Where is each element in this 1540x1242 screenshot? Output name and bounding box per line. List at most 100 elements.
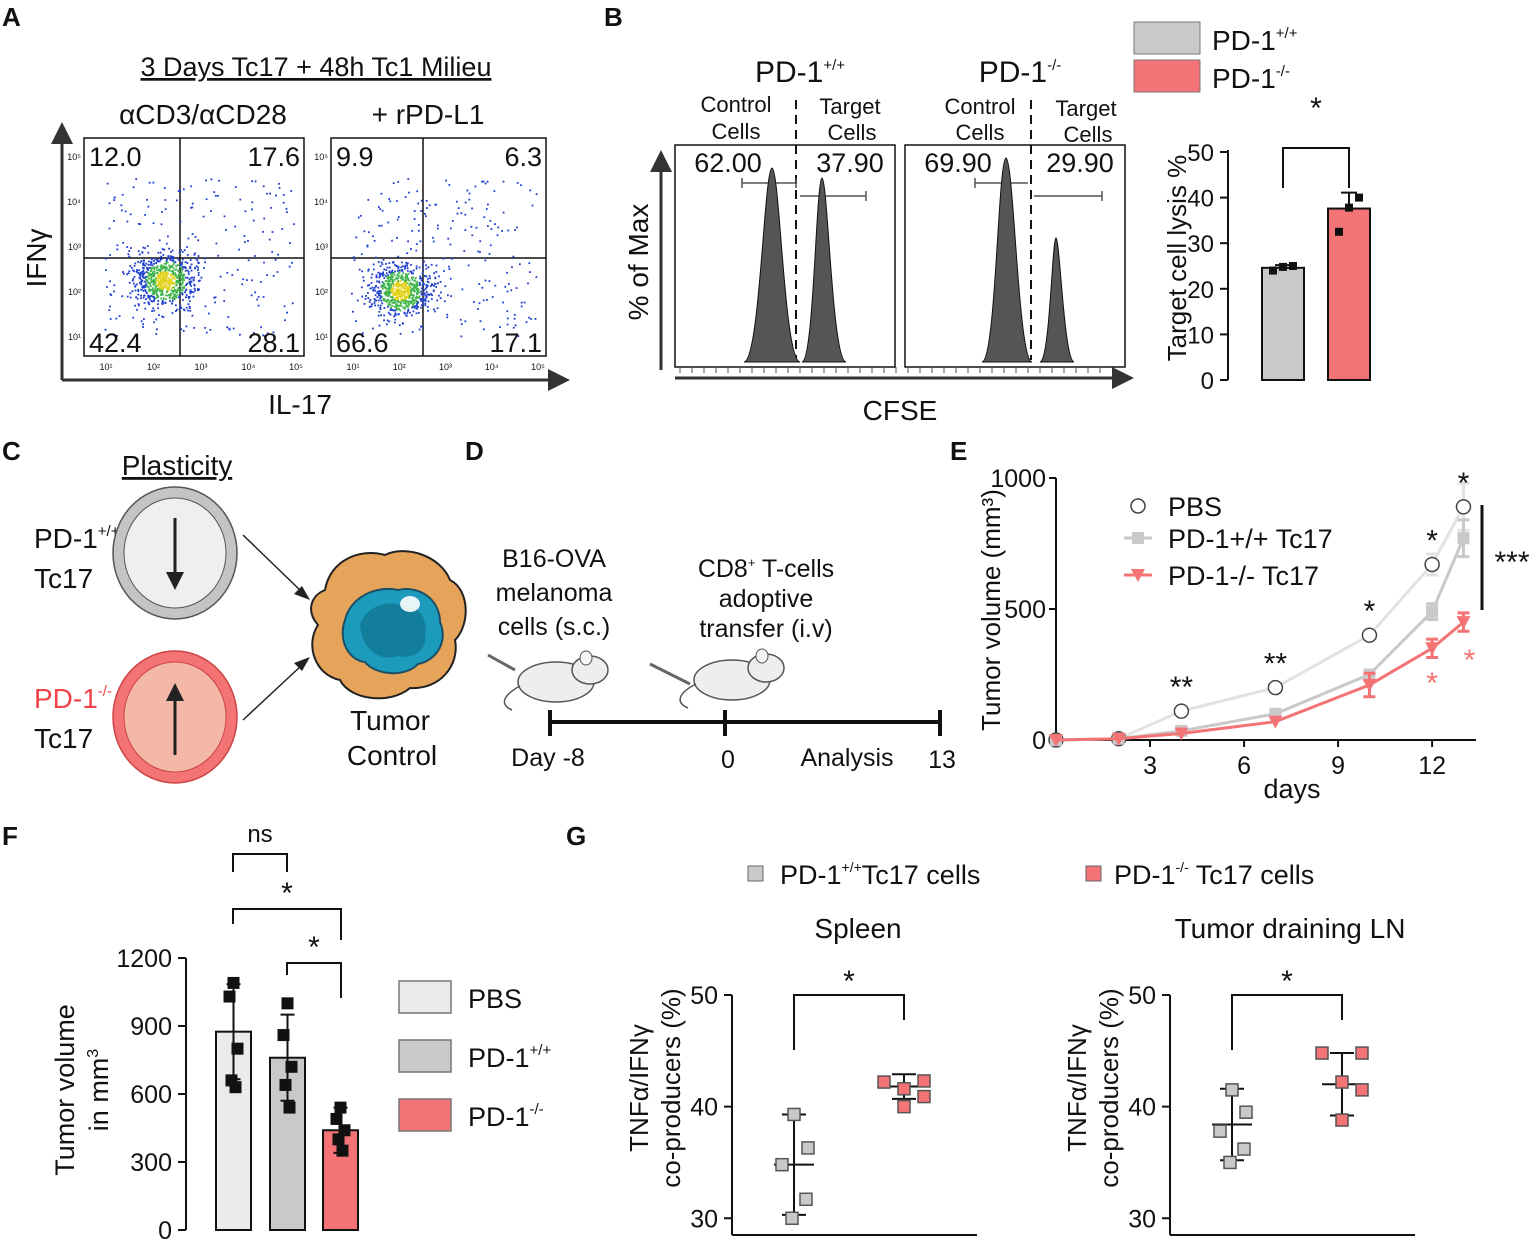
flow-event-dot [484, 279, 487, 282]
flow-event-dot [180, 278, 183, 280]
flow-event-dot [425, 291, 428, 293]
flow-event-dot [140, 271, 142, 274]
flow-event-dot [187, 271, 190, 273]
flow-event-dot [137, 288, 140, 291]
flow-event-dot [397, 298, 400, 300]
flow-x-tick-1-2: 10³ [439, 362, 452, 372]
flow-event-dot [435, 271, 438, 273]
plot2-q1: 9.9 [336, 142, 374, 172]
flow-event-dot [219, 275, 222, 278]
flow-event-dot [404, 267, 406, 270]
flow-event-dot [370, 276, 373, 279]
g-point [917, 1074, 931, 1088]
flow-event-dot [226, 271, 229, 274]
flow-event-dot [383, 307, 386, 309]
flow-event-dot [168, 267, 171, 269]
panel-b-letter: B [604, 2, 623, 32]
flow-event-dot [148, 181, 151, 184]
flow-event-dot [137, 303, 140, 305]
flow-event-dot [401, 278, 404, 281]
flow-event-dot [494, 284, 497, 287]
flow-event-dot [489, 244, 492, 247]
flow-event-dot [416, 285, 419, 287]
g-point [917, 1089, 931, 1104]
flow-event-dot [404, 298, 407, 301]
flow-event-dot [256, 298, 259, 301]
flow-event-dot [179, 264, 182, 266]
flow-event-dot [467, 264, 470, 267]
flow-event-dot [223, 289, 226, 292]
flow-event-dot [388, 198, 391, 200]
flow-event-dot [393, 321, 396, 324]
flow-event-dot [136, 269, 138, 271]
flow-event-dot [381, 274, 384, 277]
flow-event-dot [408, 293, 411, 295]
flow-event-dot [407, 296, 409, 299]
flow-event-dot [151, 300, 154, 303]
flow-event-dot [405, 303, 407, 305]
flow-event-dot [163, 267, 166, 269]
flow-event-dot [175, 274, 177, 276]
flow-event-dot [415, 301, 418, 304]
flow-event-dot [189, 292, 192, 295]
flow-event-dot [251, 279, 253, 282]
flow-event-dot [181, 289, 184, 292]
flow-event-dot [397, 300, 399, 302]
flow-event-dot [380, 272, 383, 275]
flow-event-dot [202, 215, 205, 218]
flow-event-dot [440, 291, 442, 294]
flow-event-dot [168, 288, 170, 291]
flow-event-dot [374, 299, 377, 302]
flow-event-dot [290, 190, 293, 192]
flow-event-dot [173, 286, 175, 289]
f-y-tick-label: 300 [130, 1149, 172, 1177]
flow-event-dot [395, 285, 398, 288]
flow-event-dot [411, 304, 414, 307]
flow-event-dot [120, 209, 123, 212]
tumor-control-label-1: Tumor [350, 705, 430, 736]
flow-event-dot [127, 272, 130, 275]
flow-event-dot [156, 258, 159, 261]
flow-event-dot [109, 293, 112, 296]
flow-event-dot [388, 283, 390, 285]
flow-event-dot [396, 288, 399, 291]
wt-to-tumor-arrow [242, 534, 303, 593]
flow-event-dot [165, 274, 168, 276]
flow-event-dot [437, 224, 439, 227]
flow-event-dot [104, 328, 107, 331]
flow-event-dot [388, 279, 390, 282]
flow-event-dot [182, 278, 185, 280]
flow-event-dot [129, 292, 132, 295]
flow-event-dot [406, 314, 408, 317]
flow-event-dot [464, 213, 467, 216]
flow-event-dot [406, 282, 409, 285]
flow-event-dot [397, 267, 400, 270]
flow-event-dot [387, 278, 389, 280]
flow-event-dot [418, 295, 421, 298]
flow-event-dot [284, 319, 286, 322]
flow-event-dot [475, 226, 478, 229]
legend-b-ko-swatch [1133, 59, 1201, 93]
flow-event-dot [479, 320, 482, 323]
flow-event-dot [291, 302, 294, 305]
flow-event-dot [427, 293, 430, 296]
flow-event-dot [415, 249, 418, 252]
flow-event-dot [194, 236, 197, 238]
flow-event-dot [494, 223, 496, 225]
growth-sig-dark: * [1364, 595, 1376, 628]
flow-plot-2-frame [330, 137, 547, 357]
flow-event-dot [247, 240, 249, 242]
flow-event-dot [397, 313, 400, 316]
flow-event-dot [412, 284, 415, 287]
flow-event-dot [514, 229, 516, 231]
syringe-icon-1 [487, 653, 516, 672]
flow-event-dot [164, 302, 167, 304]
flow-event-dot [147, 271, 149, 274]
flow-event-dot [213, 191, 216, 193]
flow-event-dot [140, 260, 143, 262]
flow-event-dot [377, 261, 380, 263]
flow-event-dot [405, 261, 408, 264]
flow-event-dot [173, 274, 176, 277]
flow-event-dot [529, 271, 531, 273]
g-sig-bracket-3 [793, 994, 905, 1050]
